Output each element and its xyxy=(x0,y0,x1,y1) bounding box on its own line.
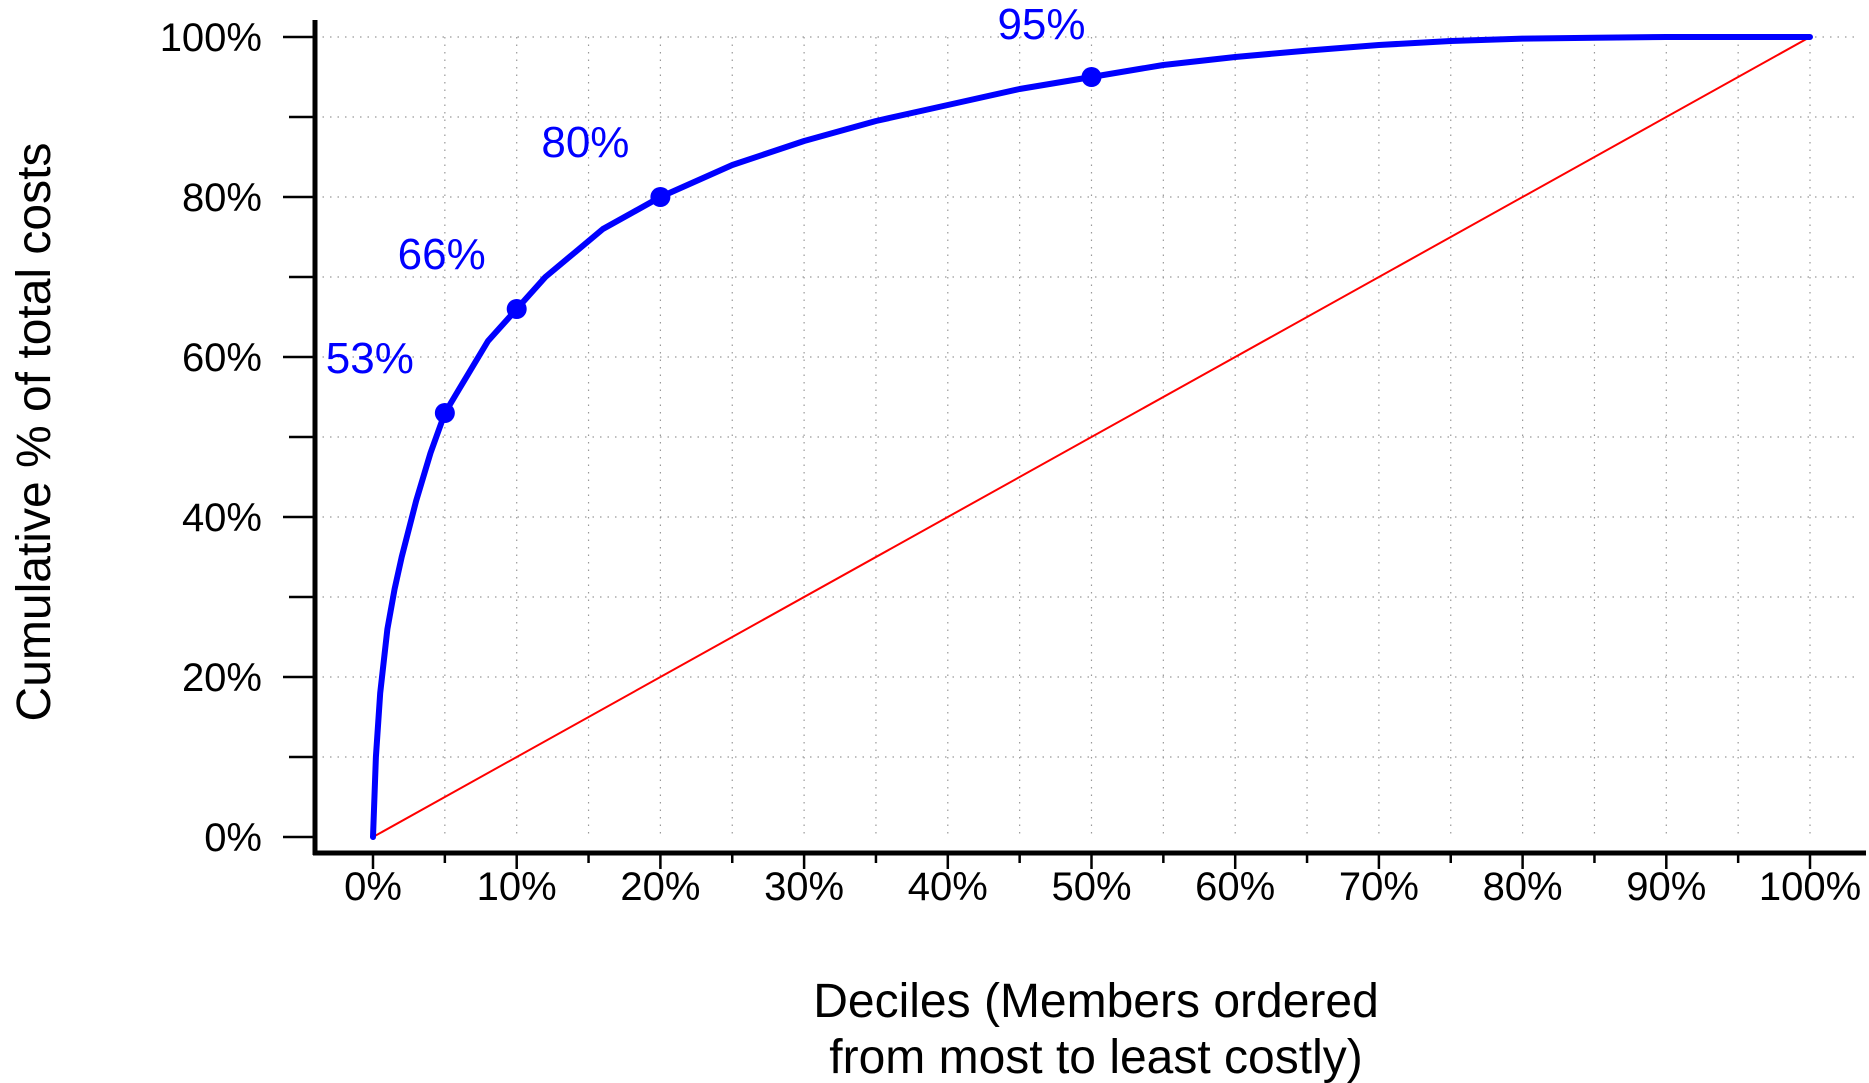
cumulative-cost-curve xyxy=(370,34,1813,840)
x-tick-label: 10% xyxy=(477,865,557,909)
x-axis-title-line-1: Deciles (Members ordered xyxy=(813,975,1379,1028)
x-tick-label: 100% xyxy=(1759,865,1861,909)
data-point-marker xyxy=(1081,67,1102,87)
x-tick-label: 0% xyxy=(344,865,402,909)
x-tick-label: 20% xyxy=(620,865,700,909)
data-point-label: 80% xyxy=(541,118,629,167)
y-tick-label: 20% xyxy=(182,656,262,700)
data-point-label: 66% xyxy=(398,230,486,279)
series xyxy=(370,34,1813,840)
y-tick-label: 100% xyxy=(160,16,262,60)
equality-reference-line xyxy=(372,36,1811,838)
y-tick-label: 80% xyxy=(182,176,262,220)
x-tick-label: 90% xyxy=(1626,865,1706,909)
y-axis-title: Cumulative % of total costs xyxy=(8,143,61,722)
annotations: 53% 66% 80% 95% xyxy=(326,0,1102,423)
data-point-label: 53% xyxy=(326,334,414,383)
y-tick-label: 60% xyxy=(182,336,262,380)
x-tick-label: 80% xyxy=(1483,865,1563,909)
data-point-marker xyxy=(506,299,527,319)
data-point-marker xyxy=(434,403,455,423)
x-tick-label: 60% xyxy=(1195,865,1275,909)
y-tick-label: 0% xyxy=(204,816,262,860)
x-tick-label: 30% xyxy=(764,865,844,909)
x-tick-label: 40% xyxy=(908,865,988,909)
x-axis-title-line-2: from most to least costly) xyxy=(829,1031,1362,1083)
x-tick-label: 50% xyxy=(1051,865,1131,909)
x-tick-label: 70% xyxy=(1339,865,1419,909)
y-tick-label: 40% xyxy=(182,496,262,540)
data-point-marker xyxy=(650,187,671,207)
grid xyxy=(315,36,1860,837)
tick-labels: 0% 10% 20% 30% 40% 50% 60% 70% 80% 90% 100% 0% 20% 40… xyxy=(160,16,1861,909)
tick-marks xyxy=(283,35,1812,869)
data-point-label: 95% xyxy=(997,0,1085,49)
